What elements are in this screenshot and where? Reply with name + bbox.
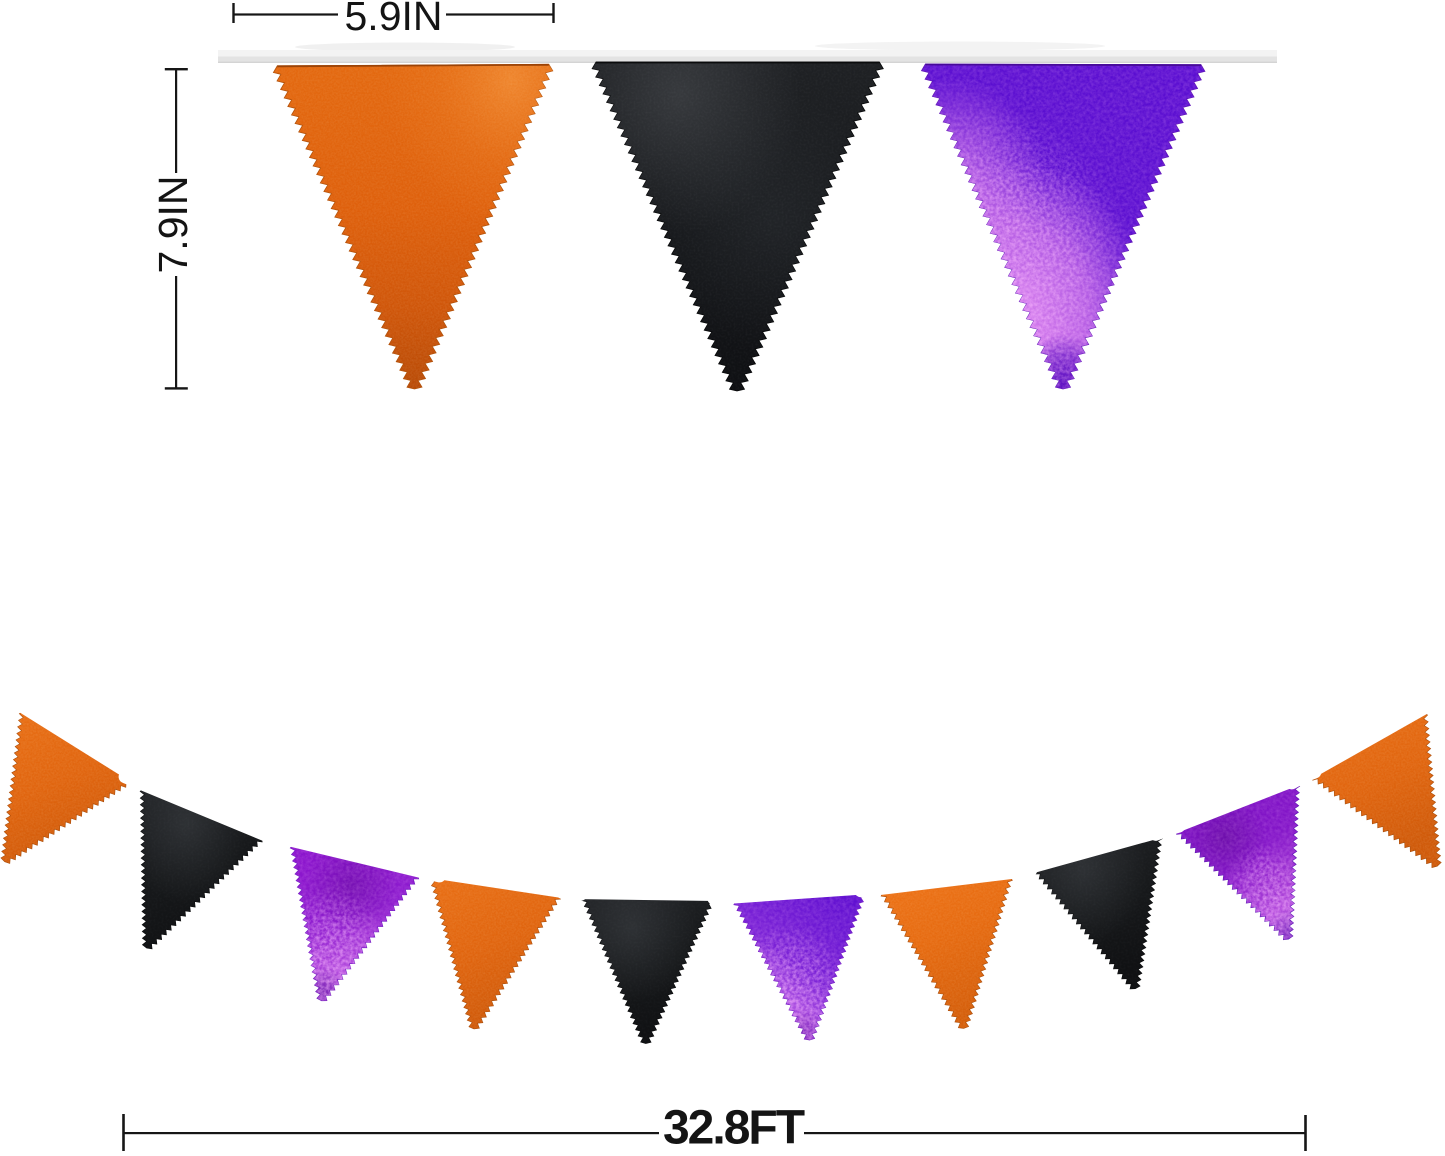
svg-text:7.9IN: 7.9IN — [150, 176, 196, 274]
svg-text:5.9IN: 5.9IN — [345, 0, 443, 39]
svg-text:32.8FT: 32.8FT — [663, 1102, 805, 1152]
